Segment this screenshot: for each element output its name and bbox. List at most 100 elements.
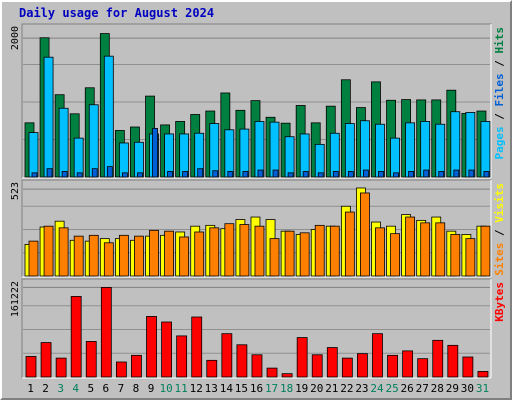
bar-files	[43, 56, 54, 178]
legend-kbytes: KBytes	[493, 282, 506, 322]
bar-kbytes	[357, 353, 368, 378]
bar-sites	[239, 224, 250, 277]
bar-sites	[164, 230, 174, 277]
bar-kbytes	[477, 371, 489, 378]
bar-pages	[363, 169, 369, 178]
bar-sites	[134, 235, 144, 277]
bar-sites	[194, 231, 205, 277]
bar-sites	[390, 233, 400, 277]
bar-sites	[254, 225, 265, 277]
bar-files	[58, 107, 69, 178]
bar-kbytes	[326, 347, 338, 378]
x-tick-label: 1	[27, 382, 34, 395]
bar-files	[329, 132, 340, 178]
legend-entry: KBytes	[493, 282, 506, 322]
bar-files	[209, 123, 220, 178]
bar-kbytes	[296, 337, 308, 378]
bar-pages	[227, 171, 234, 178]
bar-kbytes	[281, 373, 293, 378]
bar-pages	[106, 166, 113, 178]
bar-sites	[269, 238, 280, 277]
bar-sites	[28, 240, 39, 277]
bar-pages	[242, 171, 249, 178]
bar-sites	[209, 227, 220, 277]
bar-kbytes	[462, 356, 474, 378]
x-tick-label: 6	[103, 382, 110, 395]
x-tick-label: 18	[280, 382, 293, 395]
x-axis-labels: 1 2 3 4 5 6 7 8 9 10 11 12 13 14 15 16 17 18 19 20 21 22 23 24 2…	[27, 382, 489, 395]
x-tick-label: 11	[175, 382, 188, 395]
bar-kbytes	[236, 344, 248, 378]
bar-pages	[257, 169, 264, 178]
bar-pages	[378, 171, 384, 178]
chart-title: Daily usage for August 2024	[19, 6, 215, 20]
legend-entry: /	[493, 107, 506, 127]
bar-kbytes	[387, 354, 398, 378]
x-tick-label: 2	[42, 382, 49, 395]
bar-pages	[408, 171, 415, 178]
bar-kbytes	[55, 357, 67, 378]
bar-kbytes	[85, 341, 97, 378]
bar-sites	[344, 211, 355, 277]
bar-pages	[423, 169, 430, 178]
bar-files	[360, 120, 370, 178]
bar-files	[73, 137, 84, 178]
bar-pages	[287, 172, 294, 178]
bar-files	[435, 123, 446, 178]
bar-pages	[137, 172, 143, 178]
x-tick-label: 21	[325, 382, 338, 395]
x-tick-label: 15	[235, 382, 248, 395]
bar-kbytes	[432, 339, 444, 378]
x-tick-label: 5	[87, 382, 94, 395]
bar-pages	[212, 170, 219, 178]
x-tick-label: 3	[57, 382, 64, 395]
bar-pages	[182, 171, 189, 178]
bar-sites	[314, 224, 325, 277]
bar-sites	[405, 216, 416, 277]
bar-kbytes	[221, 333, 233, 378]
bar-files	[390, 137, 400, 178]
bar-files	[269, 121, 280, 178]
panel-visits-sites: 523 Sites / Visits	[10, 179, 506, 278]
bar-files	[88, 104, 99, 178]
bar-files	[344, 123, 355, 178]
bar-kbytes	[161, 321, 172, 378]
bar-sites	[284, 230, 295, 277]
bar-files	[480, 121, 491, 178]
x-tick-label: 23	[355, 382, 368, 395]
bar-kbytes	[266, 367, 278, 378]
bar-files	[28, 132, 39, 178]
x-tick-label: 31	[476, 382, 489, 395]
x-tick-label: 17	[265, 382, 278, 395]
bar-sites	[73, 235, 84, 277]
x-tick-label: 8	[133, 382, 140, 395]
bar-files	[118, 142, 129, 178]
y-tick-label: 523	[10, 182, 21, 200]
bar-kbytes	[100, 287, 112, 378]
bar-kbytes	[115, 361, 127, 378]
bar-kbytes	[402, 350, 414, 378]
x-tick-label: 27	[416, 382, 429, 395]
panel-kbytes: 161222 KBytes	[10, 278, 506, 379]
bar-files	[239, 128, 250, 178]
bar-kbytes	[70, 296, 82, 378]
bar-kbytes	[40, 342, 52, 378]
bar-kbytes	[372, 333, 383, 378]
bar-pages	[46, 168, 53, 178]
bar-files	[164, 133, 174, 178]
x-tick-label: 4	[72, 382, 79, 395]
bar-sites	[149, 229, 159, 277]
bar-files	[224, 129, 235, 178]
x-tick-label: 30	[461, 382, 474, 395]
bar-pages	[91, 168, 98, 178]
bar-sites	[435, 222, 446, 277]
x-tick-label: 28	[431, 382, 444, 395]
x-tick-label: 29	[446, 382, 459, 395]
bar-files	[284, 136, 295, 178]
legend-entry: Sites	[493, 243, 506, 276]
bar-files	[254, 121, 265, 178]
bar-sites	[88, 234, 99, 277]
bar-sites	[329, 225, 340, 277]
x-tick-label: 10	[159, 382, 172, 395]
